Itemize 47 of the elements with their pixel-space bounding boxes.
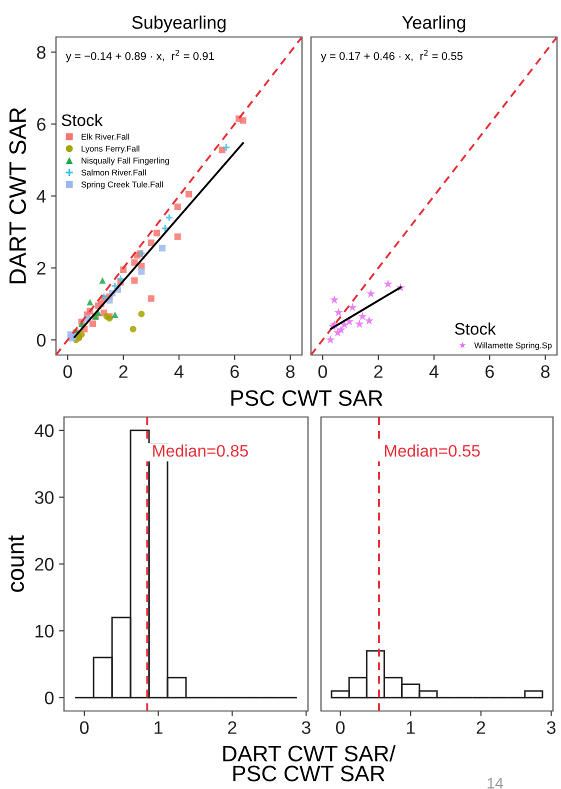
annotation: y = 0.17 + 0.46 · x, r$^{2}$ = 0.55 (320, 50, 463, 62)
legend-title: Stock (62, 114, 103, 126)
x-tick-label: 8 (541, 365, 550, 378)
legend-label: Nisqually Fall Fingerling (82, 157, 169, 166)
legend-label: Elk River.Fall (82, 134, 130, 140)
x-tick-label: 2 (119, 365, 128, 378)
x-tick-label: 0 (63, 365, 72, 378)
chart-title: Yearling (402, 16, 466, 32)
y-tick-label: 6 (37, 118, 46, 131)
x-tick-label: 2 (476, 721, 486, 734)
x-axis-title: DART CWT SAR/ PSC CWT SAR (223, 745, 396, 782)
x-axis-title: PSC CWT SAR (231, 390, 382, 406)
x-tick-label: 6 (486, 365, 494, 378)
x-tick-label: 0 (318, 365, 328, 378)
ref-line-label: Median=0.55 (385, 444, 480, 457)
ref-line-label: Median=0.85 (153, 444, 248, 457)
annotation: y = −0.14 + 0.89 · x, r$^{2}$ = 0.91 (66, 50, 214, 62)
x-tick-label: 2 (228, 721, 236, 734)
x-tick-label: 3 (546, 721, 556, 734)
y-tick-label: 20 (35, 558, 54, 571)
y-tick-label: 4 (36, 190, 46, 203)
y-tick-label: 0 (44, 692, 54, 704)
y-axis-title: DART CWT SAR (9, 108, 26, 284)
text: 14 (488, 778, 504, 788)
x-tick-label: 1 (406, 721, 415, 734)
x-tick-label: 8 (286, 365, 295, 378)
x-tick-label: 0 (80, 721, 89, 734)
legend-label: Willamette Spring.Sp (474, 342, 552, 350)
y-tick-label: 40 (34, 424, 54, 438)
legend-label: Salmon River.Fall (81, 169, 146, 176)
legend-label: Spring Creek Tule.Fall (81, 181, 163, 190)
x-tick-label: 3 (302, 721, 310, 734)
y-tick-label: 30 (34, 491, 54, 504)
x-tick-label: 4 (429, 365, 438, 378)
x-tick-label: 0 (336, 721, 345, 734)
legend-title: Stock (454, 322, 496, 335)
y-tick-label: 10 (36, 624, 54, 638)
y-axis-title: count (8, 535, 24, 592)
x-tick-label: 4 (174, 365, 184, 378)
x-tick-label: 1 (154, 721, 162, 734)
chart-title: Subyearling (132, 16, 226, 32)
y-tick-label: 8 (37, 46, 46, 59)
legend-label: Lyons Ferry.Fall (82, 146, 140, 154)
x-tick-label: 6 (230, 365, 239, 378)
x-tick-label: 2 (374, 365, 382, 378)
y-tick-label: 2 (37, 262, 46, 274)
y-tick-label: 0 (36, 334, 46, 347)
